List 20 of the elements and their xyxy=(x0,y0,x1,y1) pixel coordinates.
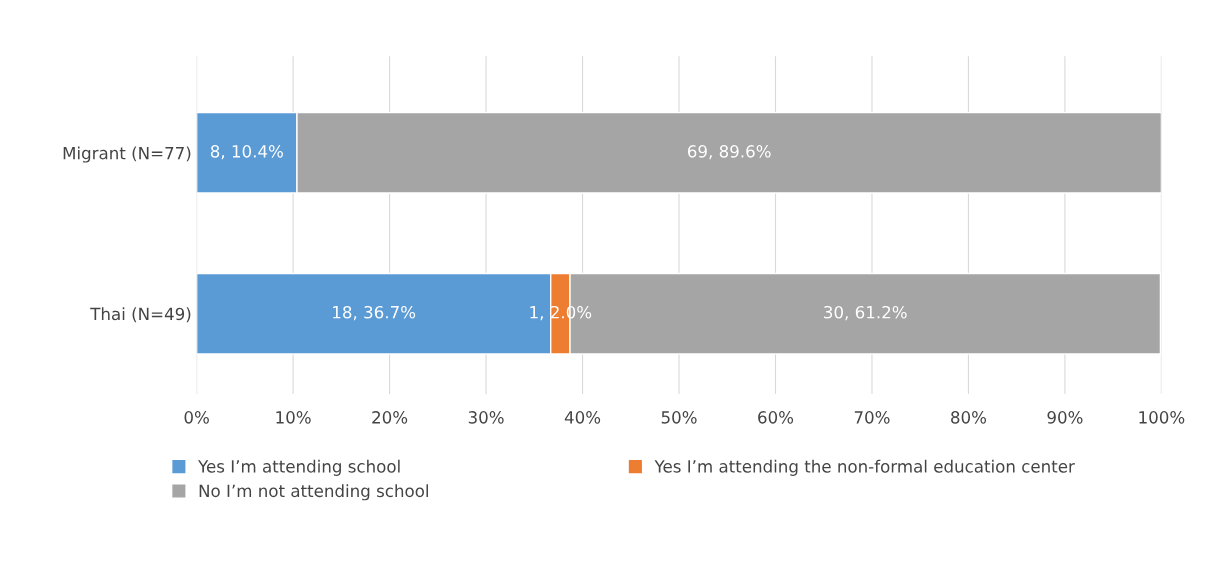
x-tick-label: 60% xyxy=(758,411,794,424)
x-tick-label: 80% xyxy=(951,411,987,424)
y-tick-label: Thai (N=49) xyxy=(90,307,191,323)
data-label: 69, 89.6% xyxy=(687,145,771,160)
legend-label: No I’m not attending school xyxy=(199,484,428,501)
x-tick-label: 0% xyxy=(184,411,209,424)
x-tick-label: 30% xyxy=(468,411,504,424)
data-label: 8, 10.4% xyxy=(210,145,283,160)
legend-label: Yes I’m attending school xyxy=(198,459,400,476)
x-tick-label: 90% xyxy=(1047,411,1083,424)
legend-label: Yes I’m attending the non-formal education center xyxy=(654,459,1075,476)
x-tick-label: 70% xyxy=(854,411,890,424)
x-tick-label: 100% xyxy=(1139,411,1185,424)
x-tick-label: 20% xyxy=(372,411,408,424)
x-tick-label: 10% xyxy=(276,411,311,424)
y-tick-label: Migrant (N=77) xyxy=(63,146,191,163)
x-tick-label: 40% xyxy=(564,411,601,424)
data-label: 18, 36.7% xyxy=(333,305,416,321)
x-tick-label: 50% xyxy=(661,411,697,424)
data-label: 30, 61.2% xyxy=(824,305,907,321)
